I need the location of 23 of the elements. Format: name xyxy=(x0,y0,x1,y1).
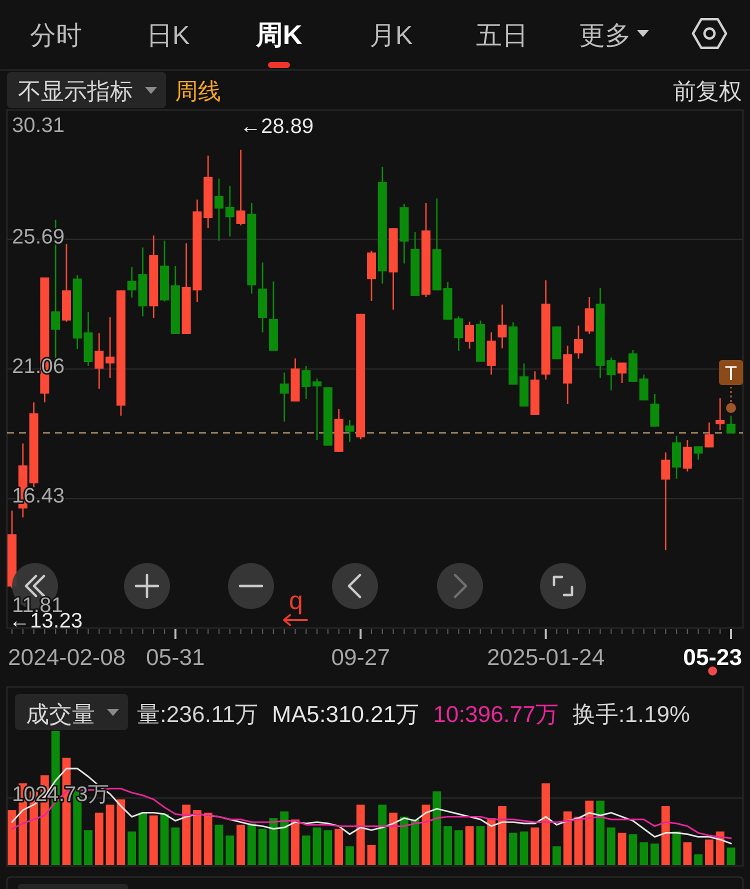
note: 换手:1.19% xyxy=(572,701,690,727)
tab-label: 分时 xyxy=(30,20,82,50)
tab-label: 五日 xyxy=(476,20,528,50)
note: 周线 xyxy=(175,78,221,104)
tab-label: 月K xyxy=(369,20,413,50)
note: q xyxy=(289,587,303,615)
y-tick-label: 30.31 xyxy=(12,114,65,137)
tab-label: 周K xyxy=(256,20,302,50)
x-tick-label: 05-31 xyxy=(146,644,205,670)
legend-label: 10:396.77万 xyxy=(433,701,558,727)
tab-label: 日K xyxy=(146,20,190,50)
title: 成交量 xyxy=(26,701,95,727)
title: 不显示指标 xyxy=(18,78,133,104)
note: 量:236.11万 xyxy=(137,701,258,727)
x-axis-end-label: 05-23 xyxy=(683,644,742,670)
note: T xyxy=(724,363,738,385)
legend-label: MA5:310.21万 xyxy=(272,701,420,727)
x-tick-label: 2025-01-24 xyxy=(486,644,605,670)
note: 2024-02-08 xyxy=(8,644,126,670)
note: 前复权 xyxy=(673,78,742,104)
x-tick-label: 09-27 xyxy=(331,644,390,670)
note: ←28.89 xyxy=(240,115,314,138)
tab-label: 更多 xyxy=(579,20,631,50)
